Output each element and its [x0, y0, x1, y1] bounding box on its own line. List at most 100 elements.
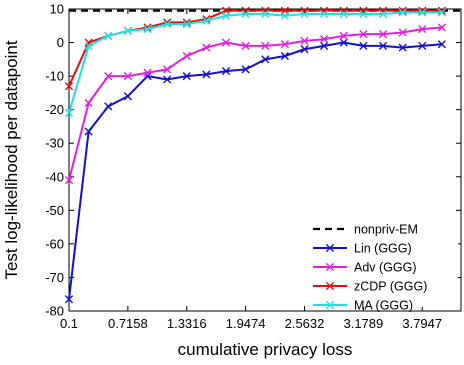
data-point [437, 23, 446, 32]
data-point [182, 20, 191, 29]
y-tick-label: 10 [50, 2, 64, 17]
data-point [202, 43, 211, 52]
marker-stroke [221, 11, 231, 20]
legend-swatch-marker [325, 300, 335, 310]
marker-stroke [261, 41, 270, 51]
marker-stroke [398, 8, 407, 17]
data-point [104, 102, 113, 111]
marker-stroke [143, 72, 152, 81]
marker-stroke [359, 41, 368, 51]
marker-stroke [280, 40, 289, 49]
y-tick-label: -50 [45, 203, 64, 218]
data-point [378, 41, 388, 51]
data-point [104, 72, 113, 81]
series-adv-ggg- [64, 23, 446, 185]
marker-stroke [300, 36, 309, 45]
data-point [437, 8, 446, 17]
marker-stroke [182, 20, 191, 29]
data-point [418, 41, 427, 51]
marker-stroke [104, 31, 113, 40]
marker-stroke [378, 41, 388, 51]
data-point [339, 9, 348, 19]
data-point [143, 25, 152, 34]
data-point [398, 43, 407, 52]
data-point [241, 9, 250, 19]
data-point [84, 41, 93, 51]
marker-stroke [378, 30, 388, 39]
marker-stroke [241, 65, 250, 74]
data-point [418, 25, 427, 34]
marker-stroke [339, 9, 348, 19]
data-point [202, 16, 211, 25]
marker-stroke [221, 38, 231, 47]
data-point [378, 30, 388, 39]
marker-stroke [163, 65, 172, 74]
x-axis: 0.1 0.7158 1.3316 1.9474 2.5632 3.1789 3.7947 [60, 9, 442, 331]
marker-stroke [359, 9, 368, 19]
marker-stroke [241, 41, 250, 51]
marker-stroke [123, 92, 132, 101]
data-point [359, 30, 368, 39]
data-point [359, 9, 368, 19]
data-point [123, 72, 132, 81]
x-tick-label: 2.5632 [285, 316, 325, 331]
y-tick-label: -70 [45, 270, 64, 285]
legend-swatch-marker [325, 243, 335, 253]
series-ma-ggg- [64, 8, 446, 118]
marker-stroke [418, 25, 427, 34]
legend-label: nonpriv-EM [354, 223, 418, 237]
legend-label: Adv (GGG) [354, 261, 417, 275]
marker-stroke [339, 31, 348, 40]
marker-stroke [378, 9, 388, 19]
y-tick-label: 0 [57, 35, 64, 50]
data-point [261, 9, 270, 19]
y-tick-label: -40 [45, 169, 64, 184]
series-line [68, 26, 442, 181]
data-point [300, 36, 309, 45]
marker-stroke [300, 45, 309, 54]
data-point [64, 176, 74, 185]
marker-stroke [182, 51, 191, 61]
series-lin-ggg- [64, 38, 446, 304]
data-point [84, 127, 93, 136]
data-point [398, 28, 407, 37]
x-tick-label: 0.1 [60, 316, 78, 331]
data-point [300, 45, 309, 54]
marker-stroke [325, 262, 335, 272]
legend-swatch-marker [325, 281, 335, 291]
marker-stroke [84, 38, 93, 47]
data-point [182, 51, 191, 61]
data-point [123, 26, 132, 35]
marker-stroke [325, 300, 335, 310]
marker-stroke [182, 72, 191, 81]
data-point [64, 108, 74, 118]
marker-stroke [398, 43, 407, 52]
y-tick-label: -20 [45, 102, 64, 117]
x-tick-label: 0.7158 [108, 316, 148, 331]
marker-stroke [143, 25, 152, 34]
marker-stroke [64, 295, 74, 304]
data-point [280, 51, 289, 61]
marker-stroke [143, 68, 152, 77]
x-tick-label: 1.3316 [167, 316, 207, 331]
y-tick-label: -80 [45, 304, 64, 319]
y-tick-label: -30 [45, 136, 64, 151]
marker-stroke [241, 6, 250, 15]
data-point [202, 70, 211, 79]
data-point [104, 31, 113, 40]
marker-stroke [64, 82, 74, 91]
marker-stroke [280, 51, 289, 61]
marker-stroke [325, 243, 335, 253]
data-point [64, 82, 74, 91]
marker-stroke [241, 9, 250, 19]
data-point [182, 72, 191, 81]
data-point [163, 20, 172, 29]
marker-stroke [359, 30, 368, 39]
plot-area [64, 6, 461, 304]
data-point [221, 38, 231, 47]
data-point [261, 41, 270, 51]
marker-stroke [84, 127, 93, 136]
marker-stroke [437, 8, 446, 17]
data-point [418, 8, 427, 17]
marker-stroke [221, 66, 231, 76]
